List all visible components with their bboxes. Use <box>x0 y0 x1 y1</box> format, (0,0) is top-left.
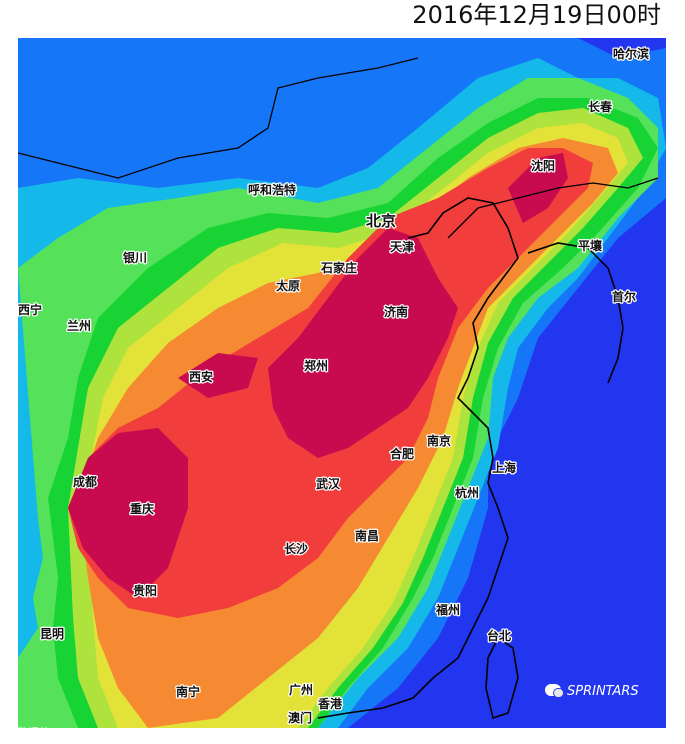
city-label-zhengzhou: 郑州 <box>304 358 328 373</box>
city-label-hohhot: 呼和浩特 <box>248 182 296 197</box>
credit-text: SPRINTARS <box>567 684 639 699</box>
city-label-changchun: 长春 <box>588 99 613 114</box>
city-label-tianjin: 天津 <box>390 239 414 254</box>
border-ne <box>447 177 659 239</box>
korea-coastline <box>527 242 624 384</box>
watermark: 大数据侠 <box>6 726 50 739</box>
city-label-nanchang: 南昌 <box>355 528 379 543</box>
land-crimson-ne-layer <box>508 153 568 223</box>
city-label-nanjing: 南京 <box>427 433 451 448</box>
city-label-pyongyang: 平壤 <box>578 238 603 253</box>
city-label-xian: 西安 <box>189 369 213 384</box>
taiwan-outline <box>485 636 519 720</box>
city-label-hefei: 合肥 <box>390 446 414 461</box>
city-label-shanghai: 上海 <box>492 460 516 475</box>
city-label-nanning: 南宁 <box>176 684 200 699</box>
wechat-icon <box>545 684 564 698</box>
land-crimson-xian-layer <box>178 353 258 398</box>
city-label-taipei: 台北 <box>487 628 511 643</box>
city-label-guangzhou: 广州 <box>289 682 313 697</box>
city-label-shijiazhuang: 石家庄 <box>320 260 357 275</box>
city-label-taiyuan: 太原 <box>276 278 300 293</box>
city-label-seoul: 首尔 <box>612 289 636 304</box>
pollution-map-svg: 北京 天津 哈尔滨 长春 沈阳 平壤 首尔 呼和浩特 银川 石家庄 太原 济南 … <box>18 38 666 728</box>
city-label-yinchuan: 银川 <box>123 250 147 265</box>
coastline <box>317 197 519 719</box>
city-label-kunming: 昆明 <box>40 627 64 641</box>
national-border <box>18 57 419 179</box>
city-label-wuhan: 武汉 <box>316 476 341 491</box>
city-label-jinan: 济南 <box>384 304 408 319</box>
city-label-macau: 澳门 <box>288 710 312 725</box>
city-label-xining: 西宁 <box>18 302 42 317</box>
city-label-hongkong: 香港 <box>317 696 343 711</box>
city-label-hangzhou: 杭州 <box>455 485 479 500</box>
city-label-guiyang: 贵阳 <box>133 583 157 598</box>
land-crimson-sichuan-layer <box>68 428 188 598</box>
city-label-lanzhou: 兰州 <box>67 318 91 333</box>
land-crimson-north-layer <box>268 228 458 458</box>
city-label-fuzhou: 福州 <box>435 602 460 617</box>
city-label-harbin: 哈尔滨 <box>613 46 649 61</box>
sprintars-credit: SPRINTARS <box>545 684 639 699</box>
city-labels: 北京 天津 哈尔滨 长春 沈阳 平壤 首尔 呼和浩特 银川 石家庄 太原 济南 … <box>18 45 650 727</box>
city-label-chongqing: 重庆 <box>130 501 154 516</box>
pollution-map: 北京 天津 哈尔滨 长春 沈阳 平壤 首尔 呼和浩特 银川 石家庄 太原 济南 … <box>18 38 666 728</box>
city-label-changsha: 长沙 <box>284 541 308 556</box>
map-timestamp: 2016年12月19日00时 <box>412 1 661 29</box>
city-label-chengdu: 成都 <box>73 474 97 489</box>
city-label-beijing: 北京 <box>366 212 396 230</box>
city-label-shenyang: 沈阳 <box>531 158 555 173</box>
